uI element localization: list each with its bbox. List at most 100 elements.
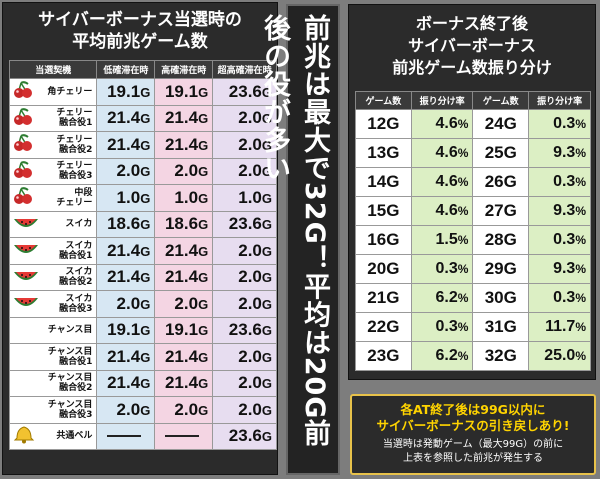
high-value: 2.0G (154, 157, 214, 185)
table-row: 22G 0.3% 31G 11.7% (355, 312, 591, 342)
watermelon-icon (13, 241, 39, 260)
previous-table: 当選契機 低確滞在時 高確滞在時 超高確滞在時 角チェリー 19.1G 19.1G 2… (8, 60, 277, 450)
games-cell-value: 22G (367, 317, 400, 336)
low-value-number: 21.4 (107, 240, 141, 260)
percent-sign: % (457, 349, 469, 363)
cherry-icon (13, 134, 35, 155)
super-value-number: 2.0 (238, 108, 262, 128)
trigger-cell: スイカ 融合役3 (8, 290, 98, 318)
table-row: 12G 4.6% 24G 0.3% (355, 109, 591, 139)
games-cell: 20G (355, 254, 412, 284)
unit: G (198, 296, 209, 312)
high-value (154, 422, 214, 450)
note-white-line1: 当選時は発動ゲーム（最大99G）の前に (382, 439, 564, 450)
table-row: チェリー 融合役3 2.0G 2.0G 2.0G (8, 157, 277, 185)
cherry-icon (13, 107, 35, 129)
unit: G (261, 243, 272, 259)
percent-sign: % (457, 262, 469, 276)
unit: G (261, 349, 272, 365)
super-value-number: 2.0 (238, 399, 262, 419)
unit: G (140, 84, 151, 100)
games-cell: 27G (472, 196, 530, 226)
rate-cell: 25.0% (528, 341, 591, 371)
table-row: 14G 4.6% 26G 0.3% (355, 167, 591, 197)
unit: G (140, 349, 151, 365)
unit: G (140, 402, 151, 418)
percent-sign: % (457, 175, 469, 189)
super-value: 2.0G (212, 290, 277, 318)
col-super: 超高確滞在時 (212, 60, 277, 79)
percent-sign: % (575, 117, 586, 131)
note-box: 各AT終了後は99G以内に サイバーボーナスの引き戻しあり! 当選時は発動ゲーム… (350, 394, 596, 475)
games-cell: 21G (355, 283, 412, 313)
low-value-number: 21.4 (107, 267, 141, 287)
table-row: 共通ベル 23.6G (8, 422, 277, 450)
games-cell-value: 28G (484, 230, 517, 249)
high-value-number: 21.4 (164, 134, 199, 154)
super-value: 2.0G (212, 104, 277, 132)
percent-sign: % (457, 117, 469, 131)
trigger-cell: チェリー 融合役3 (8, 157, 98, 185)
high-value-number: 19.1 (164, 320, 199, 340)
games-cell-value: 30G (484, 288, 517, 307)
col-rate-2: 振り分け率 (528, 91, 591, 110)
super-value: 2.0G (212, 263, 277, 291)
unit: G (198, 190, 209, 206)
rate-cell-value: 6.2 (435, 347, 458, 364)
games-cell: 13G (355, 138, 412, 168)
high-value-number: 2.0 (174, 399, 199, 419)
table-row: 13G 4.6% 25G 9.3% (355, 138, 591, 168)
games-cell-value: 20G (367, 259, 400, 278)
super-value: 2.0G (212, 157, 277, 185)
high-value: 2.0G (154, 396, 214, 424)
unit: G (261, 164, 272, 180)
high-value-number: 18.6 (164, 214, 199, 234)
trigger-label: チャンス目 (47, 325, 93, 336)
rate-cell-value: 0.3 (553, 289, 576, 306)
unit: G (140, 376, 151, 392)
super-value: 23.6G (212, 210, 277, 238)
col-trigger: 当選契機 (8, 60, 98, 79)
rate-cell: 11.7% (528, 312, 591, 342)
trigger-label: チャンス目 融合役1 (47, 346, 93, 367)
trigger-label: チェリー 融合役2 (56, 134, 93, 155)
percent-sign: % (575, 349, 586, 363)
note-highlight: 各AT終了後は99G以内に サイバーボーナスの引き戻しあり! (352, 396, 594, 434)
unit: G (261, 296, 272, 312)
games-cell: 32G (472, 341, 530, 371)
trigger-label: スイカ 融合役1 (59, 240, 93, 261)
trigger-label: スイカ 融合役3 (59, 293, 93, 314)
unit: G (140, 190, 151, 206)
percent-sign: % (575, 146, 586, 160)
table-row: 16G 1.5% 28G 0.3% (355, 225, 591, 255)
percent-sign: % (575, 204, 586, 218)
note-detail: 当選時は発動ゲーム（最大99G）の前に 上表を参照した前兆が発生する (352, 434, 594, 466)
table-row: スイカ 18.6G 18.6G 23.6G (8, 210, 277, 238)
low-value: 21.4G (96, 343, 156, 371)
trigger-cell: スイカ (8, 210, 98, 238)
unit: G (198, 111, 209, 127)
percent-sign: % (575, 262, 586, 276)
table-row: チェリー 融合役1 21.4G 21.4G 2.0G (8, 104, 277, 132)
games-cell: 25G (472, 138, 530, 168)
high-value: 21.4G (154, 237, 214, 265)
trigger-cell: チェリー 融合役1 (8, 104, 98, 132)
unit: G (198, 217, 209, 233)
percent-sign: % (575, 320, 586, 334)
rate-cell-value: 4.6 (435, 202, 458, 219)
low-value: 19.1G (96, 78, 156, 106)
col-high: 高確滞在時 (154, 60, 214, 79)
games-cell: 29G (472, 254, 530, 284)
rate-cell-value: 0.3 (435, 318, 458, 335)
trigger-label: チャンス目 融合役3 (47, 399, 93, 420)
trigger-label: チャンス目 融合役2 (47, 373, 93, 394)
col-games-2: ゲーム数 (472, 91, 530, 110)
table-row: チャンス目 融合役3 2.0G 2.0G 2.0G (8, 396, 277, 424)
percent-sign: % (575, 175, 586, 189)
rate-cell-value: 9.3 (553, 202, 576, 219)
games-cell: 14G (355, 167, 412, 197)
right-title-line3: 前兆ゲーム数振り分け (392, 58, 552, 77)
unit: G (198, 270, 209, 286)
unit: G (261, 190, 272, 206)
banner-text: 前兆は最大で32G！平均は20G前後の役が多い (259, 14, 330, 448)
